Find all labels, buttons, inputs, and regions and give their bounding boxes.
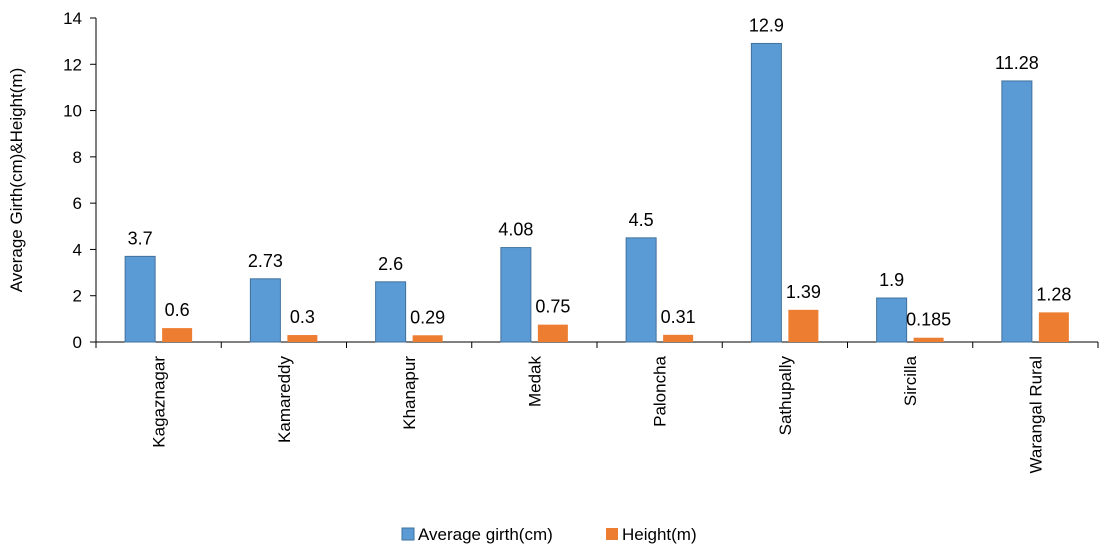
bar-height: [537, 324, 568, 342]
y-axis-title: Average Girth(cm)&Height(m): [7, 68, 26, 293]
data-label: 0.75: [535, 297, 570, 317]
y-tick-label: 14: [63, 9, 82, 28]
category-label: Kagaznagar: [150, 356, 169, 448]
bar-girth: [249, 278, 281, 343]
data-label: 11.28: [995, 53, 1039, 73]
data-label: 1.9: [879, 270, 904, 290]
data-label: 0.6: [165, 300, 190, 320]
legend-label: Average girth(cm): [418, 525, 553, 544]
data-label: 0.185: [906, 310, 951, 330]
category-label: Sathupally: [776, 356, 795, 436]
bar-height: [412, 335, 443, 342]
category-label: Sircilla: [901, 355, 920, 406]
bar-height: [287, 335, 318, 342]
bar-girth: [124, 255, 156, 343]
bar-height: [162, 328, 193, 342]
data-label: 0.3: [290, 307, 315, 327]
bar-girth: [1001, 80, 1033, 343]
category-label: Warangal Rural: [1026, 356, 1045, 473]
bar-girth: [625, 237, 657, 343]
bar-girth: [500, 247, 532, 343]
y-tick-label: 10: [63, 102, 82, 121]
y-tick-label: 0: [73, 333, 82, 352]
y-tick-label: 12: [63, 55, 82, 74]
y-tick-label: 8: [73, 148, 82, 167]
bar-height: [1038, 312, 1069, 342]
data-label: 1.28: [1036, 284, 1071, 304]
y-tick-labels: 0 2 4 6 8 10 12 14: [63, 9, 82, 352]
bar-height: [788, 309, 819, 342]
y-axis-title-group: Average Girth(cm)&Height(m): [7, 68, 26, 293]
legend-label: Height(m): [622, 525, 697, 544]
data-label: 1.39: [786, 282, 821, 302]
category-labels: Kagaznagar Kamareddy Khanapur Medak Paloncha…: [150, 355, 1046, 473]
bar-girth: [375, 281, 407, 343]
bar-height: [663, 334, 694, 342]
legend-swatch: [606, 528, 618, 540]
legend-swatch: [401, 527, 415, 541]
axes: [90, 17, 1099, 348]
data-label: 12.9: [749, 15, 784, 35]
legend: Average girth(cm) Height(m): [401, 525, 697, 544]
category-label: Medak: [525, 356, 544, 408]
category-label: Kamareddy: [275, 356, 294, 443]
bar-girth: [876, 297, 908, 343]
data-label: 0.29: [410, 307, 445, 327]
y-tick-label: 6: [73, 194, 82, 213]
category-label: Khanapur: [400, 356, 419, 430]
data-label: 4.5: [629, 210, 654, 230]
bar-girth: [750, 42, 782, 343]
category-label: Paloncha: [651, 355, 670, 426]
data-label: 2.6: [378, 254, 403, 274]
bars: [124, 42, 1069, 343]
data-label: 2.73: [248, 251, 283, 271]
data-label: 3.7: [128, 228, 153, 248]
y-tick-label: 2: [73, 287, 82, 306]
data-label: 4.08: [498, 220, 533, 240]
data-label: 0.31: [661, 307, 696, 327]
bar-height: [913, 337, 944, 342]
y-tick-label: 4: [73, 240, 82, 259]
data-labels: 3.7 0.6 2.73 0.3 2.6 0.29 4.08 0.75 4.5 0.31 12.9 1…: [128, 15, 1072, 329]
